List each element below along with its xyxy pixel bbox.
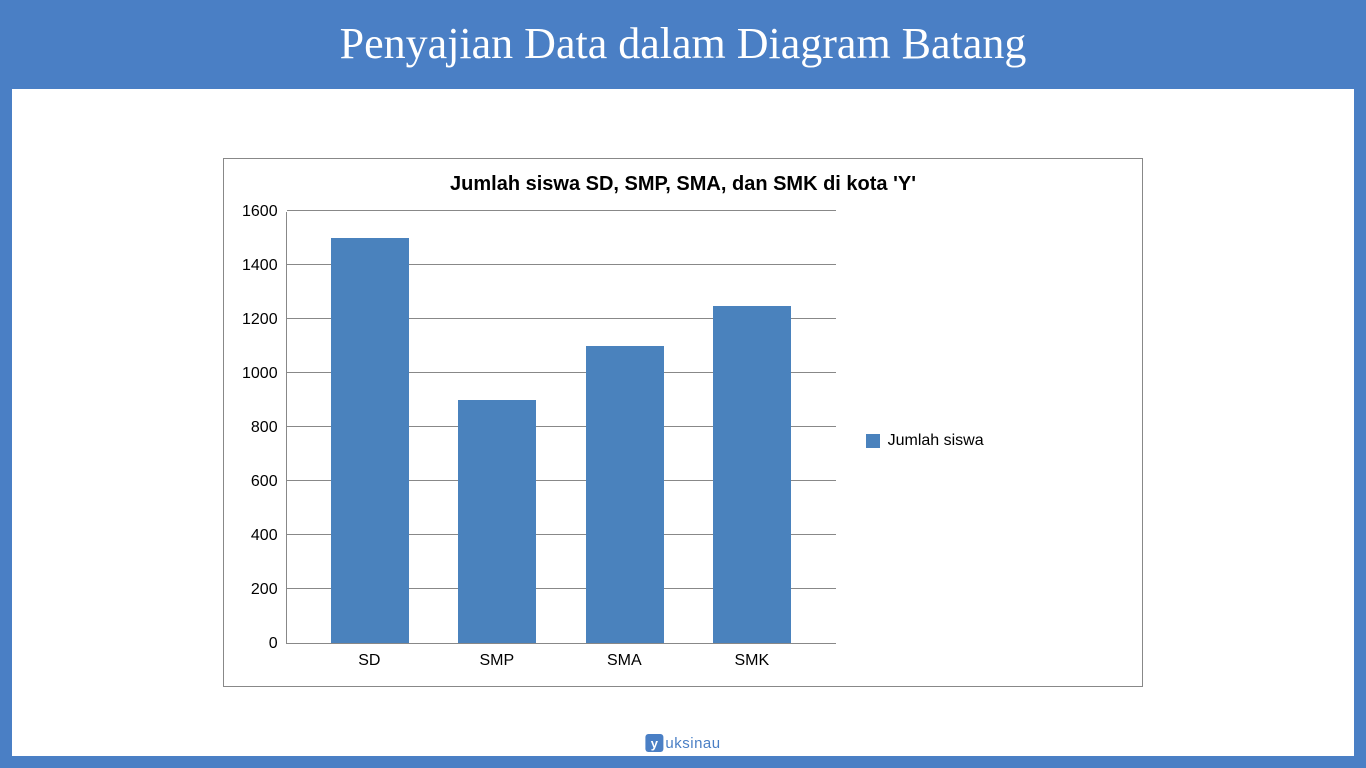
chart-title: Jumlah siswa SD, SMP, SMA, dan SMK di ko… bbox=[242, 173, 1124, 196]
x-label: SMK bbox=[713, 652, 791, 670]
bar-smp bbox=[458, 400, 536, 643]
x-label: SMP bbox=[458, 652, 536, 670]
slide-frame: Penyajian Data dalam Diagram Batang Juml… bbox=[0, 0, 1366, 768]
grid-area bbox=[286, 212, 836, 644]
legend: Jumlah siswa bbox=[866, 432, 984, 450]
plot-area: SD SMP SMA SMK bbox=[286, 212, 836, 670]
legend-label: Jumlah siswa bbox=[888, 432, 984, 450]
bar-smk bbox=[713, 306, 791, 644]
bar-sd bbox=[331, 238, 409, 643]
gridline bbox=[287, 210, 836, 211]
plot-region: 1600 1400 1200 1000 800 600 400 200 0 bbox=[242, 212, 836, 670]
watermark-text: uksinau bbox=[665, 735, 720, 752]
slide-title: Penyajian Data dalam Diagram Batang bbox=[0, 0, 1366, 89]
x-label: SMA bbox=[585, 652, 663, 670]
x-axis: SD SMP SMA SMK bbox=[286, 644, 836, 670]
content-area: Jumlah siswa SD, SMP, SMA, dan SMK di ko… bbox=[12, 89, 1354, 756]
watermark-badge: y bbox=[645, 734, 663, 752]
watermark: y uksinau bbox=[645, 734, 720, 752]
x-label: SD bbox=[330, 652, 408, 670]
y-axis: 1600 1400 1200 1000 800 600 400 200 0 bbox=[242, 212, 286, 644]
bar-sma bbox=[586, 346, 664, 643]
chart-container: Jumlah siswa SD, SMP, SMA, dan SMK di ko… bbox=[223, 158, 1143, 687]
chart-body: 1600 1400 1200 1000 800 600 400 200 0 bbox=[242, 212, 1124, 670]
legend-swatch bbox=[866, 434, 880, 448]
